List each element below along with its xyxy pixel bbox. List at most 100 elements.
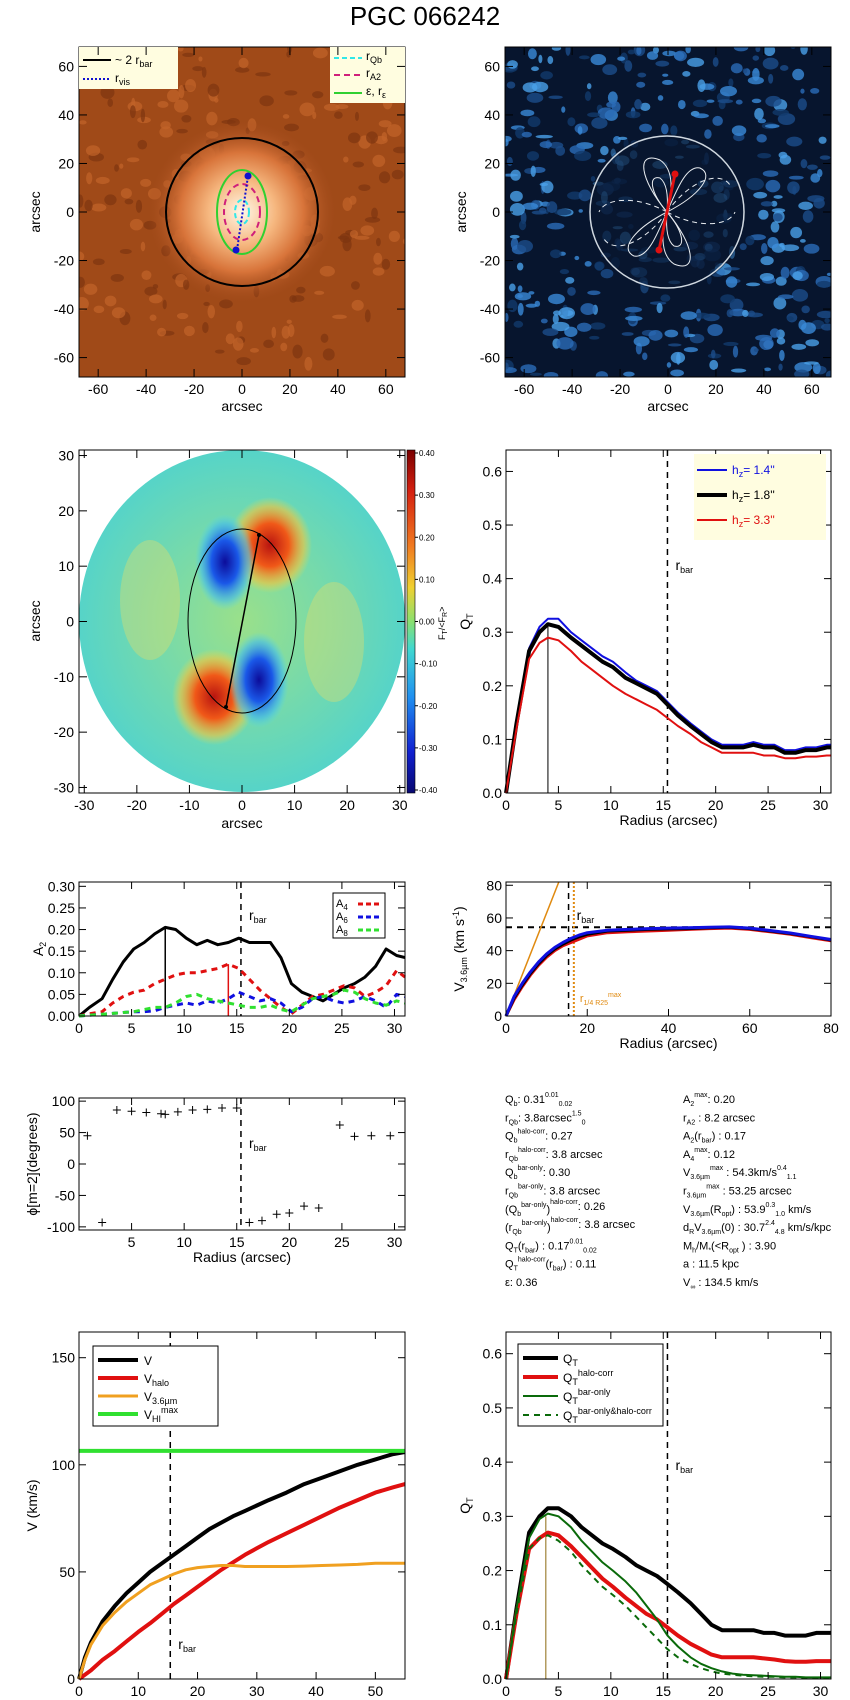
texture-blob xyxy=(790,226,803,239)
texture-blob xyxy=(567,117,576,127)
texture-blob xyxy=(660,294,671,302)
legend-label-part: T xyxy=(572,1415,578,1425)
texture-blob xyxy=(623,371,635,377)
legend-label-part: 6 xyxy=(343,916,348,925)
texture-blob xyxy=(742,68,748,74)
texture-blob xyxy=(509,234,520,239)
texture-blob xyxy=(778,294,794,300)
stat-line-part: : 54.3 xyxy=(723,1167,754,1179)
x-tick-label: 20 xyxy=(282,381,298,397)
texture-blob xyxy=(580,303,596,316)
x-tick-label: 10 xyxy=(130,1683,146,1699)
texture-blob xyxy=(177,47,184,52)
stat-line-part: b xyxy=(514,1138,518,1145)
y-tick-label: -60 xyxy=(54,350,74,366)
texture-blob xyxy=(538,54,543,64)
stat-line-part: 3.6µm xyxy=(702,1229,722,1236)
map-blue-lobe xyxy=(195,514,255,610)
stat-line-part: A xyxy=(683,1149,691,1161)
legend-label-part: = 1.4'' xyxy=(743,463,775,477)
texture-blob xyxy=(95,176,110,185)
x-tick-label: -20 xyxy=(610,381,630,397)
y-axis-label: V (km/s) xyxy=(24,1479,40,1531)
stat-line-part: : 0.31 xyxy=(517,1094,545,1106)
series-line xyxy=(78,962,406,1018)
texture-blob xyxy=(550,249,562,259)
stat-line-part: (Q xyxy=(505,1204,518,1216)
x-tick-label: 0 xyxy=(238,797,246,813)
x-tick-label: 10 xyxy=(603,1683,619,1699)
map-axes: -30-30 -20 -20 -10 -10 0 0 10 10 20 20 30 30 xyxy=(54,448,408,813)
texture-blob xyxy=(670,125,678,136)
texture-blob xyxy=(319,265,335,277)
texture-blob xyxy=(546,201,558,214)
texture-blob xyxy=(792,271,803,281)
texture-blob xyxy=(92,258,105,266)
map-bar-axis xyxy=(225,534,260,708)
texture-blob xyxy=(589,335,600,340)
texture-blob xyxy=(655,60,670,67)
texture-blob xyxy=(176,128,188,134)
texture-blob xyxy=(119,249,132,255)
texture-blob xyxy=(93,305,105,314)
texture-blob xyxy=(192,66,204,72)
stat-line-part: opt xyxy=(722,1211,732,1218)
texture-blob xyxy=(526,92,544,103)
y-axis-label-part: T xyxy=(465,613,475,619)
texture-blob xyxy=(759,272,775,281)
texture-blob xyxy=(764,367,772,372)
y-tick-label: -20 xyxy=(54,724,74,740)
stat-line-part: 1.1 xyxy=(787,1174,797,1181)
legend-label-part: bar-only xyxy=(578,1387,611,1397)
y-tick-label: -40 xyxy=(54,301,74,317)
texture-blob xyxy=(178,85,185,99)
x-tick-label: 15 xyxy=(229,1234,245,1250)
texture-blob xyxy=(664,329,679,338)
image2-ylabel: arcsec xyxy=(453,191,469,232)
data-point xyxy=(245,1218,254,1227)
texture-blob xyxy=(752,55,760,61)
texture-blob xyxy=(805,339,820,347)
image1-xlabel: arcsec xyxy=(221,398,262,414)
texture-blob xyxy=(120,188,132,199)
data-point xyxy=(300,1202,309,1211)
stat-line-part: a xyxy=(683,1259,690,1271)
legend-label-part: A xyxy=(336,898,344,910)
plot-frame xyxy=(78,881,406,1017)
stat-line: QT(rbar) : 0.170.01 0.02 xyxy=(505,1238,597,1254)
texture-blob xyxy=(52,231,57,239)
stat-line-part: r xyxy=(505,1112,509,1124)
texture-blob xyxy=(282,114,290,119)
texture-blob xyxy=(693,312,711,319)
x-tick-label: 0 xyxy=(502,1020,510,1036)
texture-blob xyxy=(203,36,215,47)
texture-blob xyxy=(517,240,533,253)
y-tick-label: -50 xyxy=(55,1187,75,1203)
stat-line-part: 4.8 xyxy=(775,1229,785,1236)
map-xlabel: arcsec xyxy=(221,815,262,831)
x-tick-label: -20 xyxy=(127,797,147,813)
texture-blob xyxy=(751,98,762,104)
y-tick-label: 60 xyxy=(484,58,500,74)
texture-blob xyxy=(91,203,107,212)
texture-blob xyxy=(505,312,509,322)
legend-label-ra2: rA2 xyxy=(366,66,381,82)
stat-line-part: V xyxy=(683,1167,691,1179)
bar-endpoint xyxy=(655,246,663,254)
texture-blob xyxy=(259,95,274,107)
texture-blob xyxy=(639,123,653,133)
texture-blob xyxy=(351,281,360,290)
stat-line-part: halo-corr xyxy=(550,1199,578,1206)
x-tick-label: 10 xyxy=(176,1234,192,1250)
texture-blob xyxy=(756,134,767,143)
legend-label: A6 xyxy=(336,911,348,925)
texture-blob xyxy=(636,81,646,88)
y-tick-label: 0.6 xyxy=(483,1346,503,1362)
texture-blob xyxy=(775,276,787,286)
texture-blob xyxy=(719,85,738,97)
velocity-chart: 0 20 40 60 80 0 20 40 60 80 Radius (arcsec) V3.6µm … xyxy=(451,877,839,1051)
texture-blob xyxy=(100,86,115,99)
stat-line-part: 4 xyxy=(690,1156,694,1163)
series-line xyxy=(505,1534,831,1680)
